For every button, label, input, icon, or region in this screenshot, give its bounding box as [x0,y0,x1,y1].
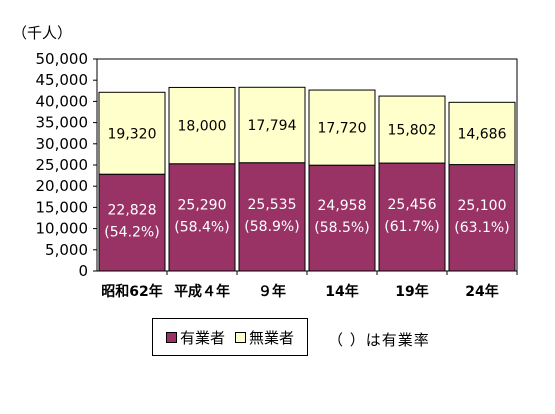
legend-swatch-unemployed [235,331,246,343]
x-tick-label: 14年 [325,283,358,300]
data-label-unemployed: 17,794 [248,118,297,134]
legend-label-unemployed: 無業者 [249,328,295,347]
bar-unemployed [238,86,306,164]
bar-unemployed [378,95,446,164]
data-label-rate: (63.1%) [454,220,509,236]
data-label-employed: 24,958 [318,198,367,214]
bar-employed [308,164,376,272]
x-tick-label: 昭和62年 [101,283,162,300]
legend-item-unemployed: 無業者 [235,327,294,348]
y-tick-label: 50,000 [36,50,89,68]
data-label-employed: 22,828 [108,203,157,219]
y-tick-label: 0 [78,262,88,280]
y-tick-label: 35,000 [36,114,89,132]
bar-employed [98,173,166,272]
y-tick-label: 15,000 [36,198,89,216]
data-label-rate: (54.2%) [104,225,159,241]
data-label-employed: 25,290 [178,197,227,213]
bar-unemployed [308,89,376,166]
bar-unemployed [98,91,166,175]
data-label-rate: (58.9%) [244,219,299,235]
y-tick-label: 30,000 [36,135,89,153]
data-label-employed: 25,100 [458,198,507,214]
bar-employed [378,162,446,272]
legend: 有業者 無業者 [152,318,308,356]
data-label-employed: 25,535 [248,197,297,213]
data-label-unemployed: 14,686 [458,126,507,142]
unit-label: （千人） [12,24,72,42]
legend-swatch-employed [165,331,177,343]
bar-unemployed [168,86,236,165]
data-label-employed: 25,456 [388,197,437,213]
x-tick-label: 19年 [395,283,428,300]
data-label-unemployed: 15,802 [388,123,437,139]
y-tick-label: 5,000 [45,241,88,259]
y-tick-label: 45,000 [36,71,89,89]
data-label-unemployed: 18,000 [178,119,227,135]
bar-employed [168,163,236,272]
x-tick-label: 平成４年 [174,283,230,300]
y-tick-label: 25,000 [36,156,89,174]
data-label-unemployed: 19,320 [108,126,157,142]
x-tick-label: 24年 [465,283,498,300]
y-tick-label: 10,000 [36,220,89,238]
bar-unemployed [448,101,516,166]
bar-employed [448,164,516,272]
data-label-rate: (58.5%) [314,220,369,236]
legend-item-employed: 有業者 [165,327,225,348]
legend-label-employed: 有業者 [179,328,225,347]
y-tick-label: 20,000 [36,177,89,195]
bar-employed [238,162,306,272]
x-tick-label: ９年 [258,283,286,300]
rate-note: （ ）は有業率 [328,331,430,349]
y-tick-label: 40,000 [36,92,89,110]
data-label-unemployed: 17,720 [318,121,367,137]
data-label-rate: (58.4%) [174,219,229,235]
data-label-rate: (61.7%) [384,219,439,235]
